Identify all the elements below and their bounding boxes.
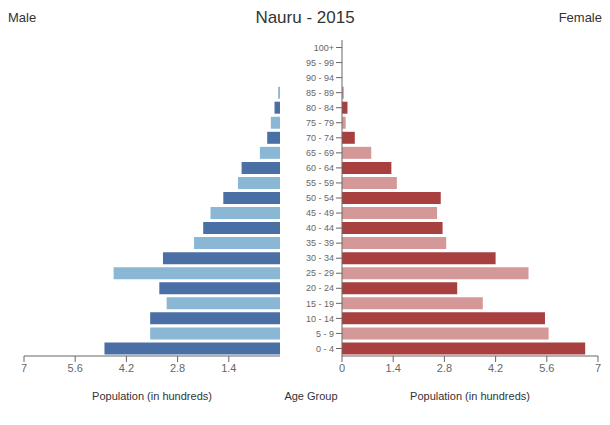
svg-text:40 - 44: 40 - 44 [306, 223, 334, 233]
svg-text:4.2: 4.2 [488, 362, 503, 374]
svg-text:10 - 14: 10 - 14 [306, 314, 334, 324]
svg-text:95 - 99: 95 - 99 [306, 58, 334, 68]
html-text:Nauru - 2015: Nauru - 2015 [255, 8, 355, 27]
html-text:Population (in hundreds): Population (in hundreds) [92, 390, 212, 402]
html-text:Female: Female [558, 10, 602, 25]
svg-text:80 - 84: 80 - 84 [306, 103, 334, 113]
svg-text:2.8: 2.8 [170, 362, 185, 374]
svg-text:65 - 69: 65 - 69 [306, 148, 334, 158]
html-text:Age Group: Age Group [284, 390, 338, 402]
svg-text:1.4: 1.4 [386, 362, 401, 374]
svg-text:1.4: 1.4 [221, 362, 236, 374]
html-text:Male: Male [8, 10, 37, 25]
svg-text:4.2: 4.2 [119, 362, 134, 374]
svg-text:0: 0 [339, 362, 345, 374]
svg-text:15 - 19: 15 - 19 [306, 299, 334, 309]
svg-text:60 - 64: 60 - 64 [306, 163, 334, 173]
svg-text:70 - 74: 70 - 74 [306, 133, 334, 143]
svg-text:75 - 79: 75 - 79 [306, 118, 334, 128]
svg-text:2.8: 2.8 [437, 362, 452, 374]
svg-text:5.6: 5.6 [539, 362, 554, 374]
svg-text:20 - 24: 20 - 24 [306, 283, 334, 293]
svg-text:7: 7 [595, 362, 601, 374]
svg-text:5 - 9: 5 - 9 [316, 329, 334, 339]
svg-text:50 - 54: 50 - 54 [306, 193, 334, 203]
html-text:Population (in hundreds): Population (in hundreds) [410, 390, 530, 402]
svg-text:90 - 94: 90 - 94 [306, 73, 334, 83]
svg-text:0 - 4: 0 - 4 [316, 344, 334, 354]
svg-text:35 - 39: 35 - 39 [306, 238, 334, 248]
svg-text:25 - 29: 25 - 29 [306, 268, 334, 278]
svg-text:55 - 59: 55 - 59 [306, 178, 334, 188]
svg-text:5.6: 5.6 [68, 362, 83, 374]
svg-text:85 - 89: 85 - 89 [306, 88, 334, 98]
svg-text:100+: 100+ [314, 43, 334, 53]
svg-text:30 - 34: 30 - 34 [306, 253, 334, 263]
svg-text:7: 7 [21, 362, 27, 374]
svg-text:45 - 49: 45 - 49 [306, 208, 334, 218]
